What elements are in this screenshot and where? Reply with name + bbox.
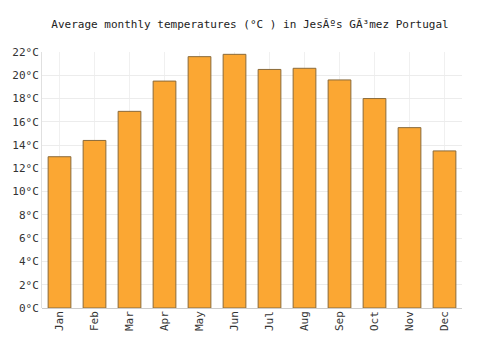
svg-text:18°C: 18°C — [12, 92, 39, 105]
svg-text:Mar: Mar — [123, 311, 136, 331]
svg-text:10°C: 10°C — [12, 185, 39, 198]
svg-text:Average monthly temperatures (: Average monthly temperatures (°C ) in Je… — [51, 18, 448, 31]
svg-text:Oct: Oct — [368, 311, 381, 331]
svg-text:Jan: Jan — [53, 311, 66, 331]
svg-text:May: May — [193, 311, 206, 331]
svg-text:Jul: Jul — [263, 311, 276, 331]
svg-text:Nov: Nov — [403, 311, 416, 331]
svg-text:6°C: 6°C — [19, 232, 39, 245]
svg-text:Apr: Apr — [158, 311, 171, 331]
svg-text:Sep: Sep — [333, 311, 346, 331]
svg-text:22°C: 22°C — [12, 46, 39, 59]
svg-text:0°C: 0°C — [19, 302, 39, 315]
svg-text:Jun: Jun — [228, 311, 241, 331]
svg-text:8°C: 8°C — [19, 209, 39, 222]
svg-text:Dec: Dec — [438, 311, 451, 331]
svg-text:14°C: 14°C — [12, 139, 39, 152]
svg-text:16°C: 16°C — [12, 116, 39, 129]
svg-text:4°C: 4°C — [19, 255, 39, 268]
svg-text:Feb: Feb — [88, 311, 101, 331]
svg-text:Aug: Aug — [298, 311, 311, 331]
svg-text:20°C: 20°C — [12, 69, 39, 82]
svg-text:2°C: 2°C — [19, 279, 39, 292]
svg-text:12°C: 12°C — [12, 162, 39, 175]
